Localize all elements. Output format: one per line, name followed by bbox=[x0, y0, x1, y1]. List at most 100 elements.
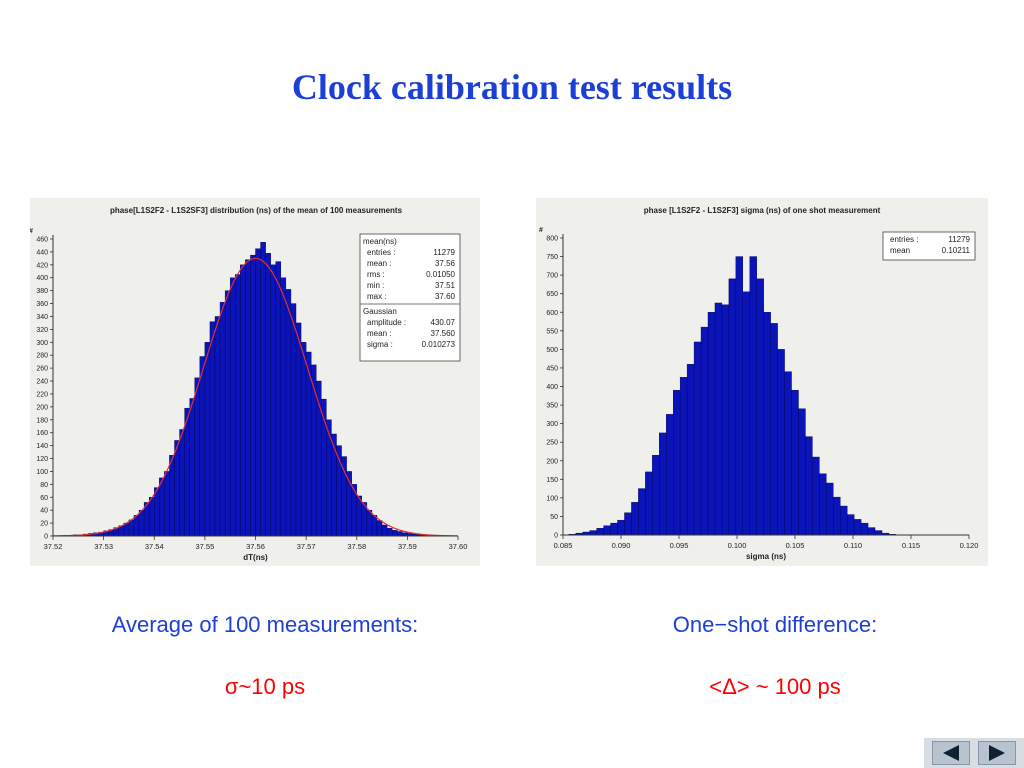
histogram-bar bbox=[250, 254, 256, 537]
histogram-bar bbox=[255, 248, 261, 537]
histogram-bar bbox=[179, 429, 185, 537]
y-tick-label: 360 bbox=[36, 301, 48, 308]
stats-label: rms : bbox=[367, 270, 385, 279]
y-tick-label: 650 bbox=[546, 291, 558, 298]
y-tick-label: 200 bbox=[36, 404, 48, 411]
x-tick-label: 37.60 bbox=[449, 542, 468, 551]
histogram-bar bbox=[214, 316, 221, 537]
y-tick-label: 140 bbox=[36, 443, 48, 450]
y-tick-label: 700 bbox=[546, 273, 558, 280]
y-tick-label: 120 bbox=[36, 456, 48, 463]
stats-header: Gaussian bbox=[363, 307, 397, 316]
x-tick-label: 37.54 bbox=[145, 542, 164, 551]
histogram-bar bbox=[874, 530, 883, 536]
histogram-bar bbox=[756, 278, 764, 536]
y-tick-label: 750 bbox=[546, 254, 558, 261]
histogram-bar bbox=[721, 304, 730, 536]
y-tick-label: 20 bbox=[40, 521, 48, 528]
x-tick-label: 37.59 bbox=[398, 542, 417, 551]
histogram-bar bbox=[305, 351, 312, 537]
x-axis-label: sigma (ns) bbox=[746, 552, 786, 561]
x-tick-label: 0.115 bbox=[902, 541, 920, 550]
stats-label: mean : bbox=[367, 259, 391, 268]
next-slide-button[interactable] bbox=[978, 741, 1016, 765]
x-tick-label: 0.090 bbox=[612, 541, 631, 550]
histogram-bar bbox=[672, 390, 681, 536]
stats-label: entries : bbox=[367, 248, 395, 257]
y-tick-label: 460 bbox=[36, 237, 48, 244]
histogram-bar bbox=[728, 278, 737, 536]
histogram-bar bbox=[610, 522, 618, 536]
histogram-bar bbox=[596, 528, 604, 536]
histogram-bar bbox=[700, 326, 709, 536]
y-tick-label: 80 bbox=[40, 482, 48, 489]
histogram-bar bbox=[174, 440, 180, 537]
histogram-chart-mean: phase[L1S2F2 - L1S2SF3] distribution (ns… bbox=[29, 206, 468, 562]
x-tick-label: 37.55 bbox=[195, 542, 214, 551]
y-tick-label: 420 bbox=[36, 262, 48, 269]
y-tick-label: 50 bbox=[550, 514, 558, 521]
histogram-bar bbox=[624, 512, 632, 536]
histogram-bar bbox=[826, 482, 834, 536]
histogram-bar bbox=[219, 302, 226, 537]
histogram-bar bbox=[666, 414, 674, 536]
x-tick-label: 37.52 bbox=[44, 542, 63, 551]
stats-label: entries : bbox=[890, 235, 918, 244]
gaussian-fit-line bbox=[52, 257, 459, 537]
y-tick-label: 0 bbox=[44, 534, 48, 541]
histogram-bar bbox=[847, 514, 855, 536]
stats-value: 0.10211 bbox=[942, 246, 971, 255]
y-tick-label: 550 bbox=[546, 328, 558, 335]
histogram-bar bbox=[617, 519, 625, 536]
histogram-bar bbox=[169, 455, 175, 537]
y-tick-label: 320 bbox=[36, 327, 48, 334]
histogram-bar bbox=[867, 527, 876, 536]
stats-value: 11279 bbox=[433, 248, 455, 257]
stats-label: min : bbox=[367, 281, 384, 290]
histogram-bar bbox=[164, 471, 170, 537]
histogram-bar bbox=[652, 454, 660, 536]
y-tick-label: 500 bbox=[546, 347, 558, 354]
stats-box bbox=[359, 233, 461, 362]
histogram-bar bbox=[285, 289, 292, 537]
y-tick-label: 240 bbox=[36, 379, 48, 386]
y-tick-label: 0 bbox=[554, 533, 558, 540]
histogram-bar bbox=[240, 264, 246, 537]
histogram-bar bbox=[371, 515, 378, 537]
histogram-bar bbox=[791, 390, 799, 536]
x-tick-label: 0.085 bbox=[554, 541, 573, 550]
histogram-bar bbox=[679, 377, 688, 536]
y-tick-label: 350 bbox=[546, 403, 558, 410]
y-tick-label: 250 bbox=[546, 440, 558, 447]
chart-title: phase[L1S2F2 - L1S2SF3] distribution (ns… bbox=[110, 206, 403, 215]
histogram-bar bbox=[204, 342, 211, 537]
histogram-bar bbox=[209, 321, 216, 537]
histogram-bar bbox=[265, 253, 271, 537]
histogram-panel-sigma: phase [L1S2F2 - L1S2F3] sigma (ns) of on… bbox=[536, 198, 988, 566]
histogram-bar bbox=[770, 323, 778, 536]
stats-box bbox=[882, 231, 976, 261]
histogram-bar bbox=[295, 322, 302, 537]
stats-value: 430.07 bbox=[431, 318, 456, 327]
histogram-bar bbox=[376, 520, 383, 537]
stats-value: 37.51 bbox=[435, 281, 456, 290]
stats-value: 0.01050 bbox=[426, 270, 455, 279]
histogram-bar bbox=[589, 530, 597, 536]
histogram-bar bbox=[229, 277, 236, 537]
x-tick-label: 0.095 bbox=[670, 541, 689, 550]
histogram-bar bbox=[194, 377, 201, 537]
y-tick-label: 800 bbox=[546, 236, 558, 243]
y-tick-label: 160 bbox=[36, 430, 48, 437]
x-axis-label: dT(ns) bbox=[243, 553, 268, 562]
prev-slide-button[interactable] bbox=[932, 741, 970, 765]
triangle-right-icon bbox=[989, 745, 1005, 761]
histogram-bar bbox=[199, 356, 206, 537]
histogram-bar bbox=[860, 522, 869, 536]
histogram-bar bbox=[749, 256, 757, 536]
histogram-bar bbox=[714, 302, 723, 536]
y-tick-label: 600 bbox=[546, 310, 558, 317]
y-axis-label: # bbox=[539, 227, 543, 234]
histogram-bar bbox=[784, 371, 792, 536]
histogram-bar bbox=[224, 290, 231, 537]
chart-title: phase [L1S2F2 - L1S2F3] sigma (ns) of on… bbox=[644, 206, 881, 215]
